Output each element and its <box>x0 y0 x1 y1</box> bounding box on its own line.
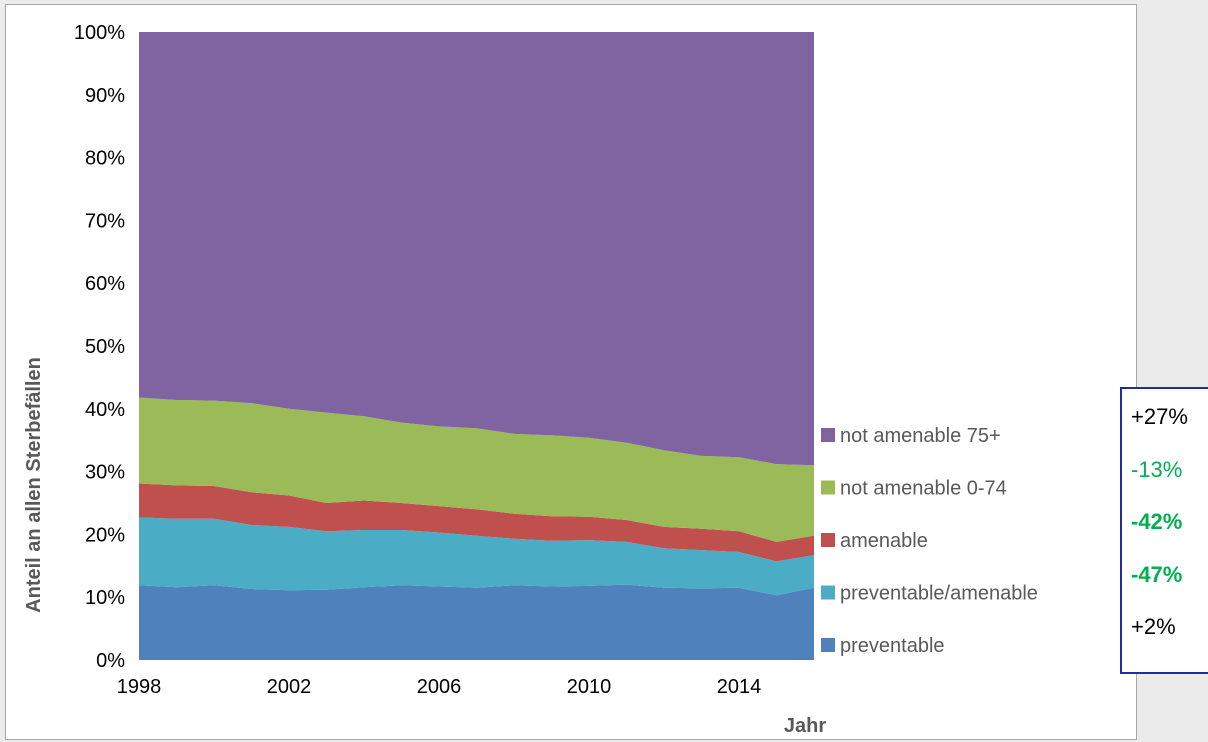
area-series-preventable <box>139 584 814 660</box>
legend-label: not amenable 0-74 <box>840 478 1007 500</box>
y-tick-label: 10% <box>85 587 125 609</box>
y-tick-label: 40% <box>85 399 125 421</box>
legend-swatch <box>821 428 835 442</box>
legend-swatch <box>821 480 835 495</box>
y-tick-label: 70% <box>85 210 125 232</box>
stacked-area-chart: 0% 10% 20% 30% 40% 50% 60% 70% 80% 90% 100% 1998 20… <box>23 22 1038 737</box>
area-series-not-amenable-75- <box>139 32 814 466</box>
x-tick-label: 2010 <box>567 676 612 698</box>
x-tick-label: 2006 <box>417 676 462 698</box>
y-tick-label: 90% <box>85 85 125 107</box>
y-tick-label: 80% <box>85 148 125 170</box>
area-series-amenable <box>139 483 814 562</box>
change-value: +27% <box>1131 404 1188 429</box>
change-value: +2% <box>1131 614 1176 639</box>
area-series-not-amenable-0-74 <box>139 397 814 542</box>
chart-panel: 0% 10% 20% 30% 40% 50% 60% 70% 80% 90% 100% 1998 20… <box>5 4 1137 740</box>
legend-label: not amenable 75+ <box>840 425 1001 447</box>
legend-label: preventable <box>840 635 945 657</box>
y-tick-label: 100% <box>74 22 125 44</box>
change-value: -13% <box>1131 456 1183 482</box>
area-series-preventable-amenable <box>139 517 814 596</box>
legend-swatch <box>821 585 835 600</box>
x-tick-label: 2002 <box>267 676 312 698</box>
y-axis-title: Anteil an allen Sterbefällen <box>23 357 45 613</box>
legend-swatch <box>821 533 835 547</box>
y-tick-label: 0% <box>96 650 125 672</box>
x-tick-label: 2014 <box>717 676 762 698</box>
y-tick-label: 60% <box>85 273 125 295</box>
y-tick-label: 50% <box>85 336 125 358</box>
legend-label: preventable/amenable <box>840 583 1038 605</box>
y-tick-label: 30% <box>85 462 125 484</box>
legend-label: amenable <box>840 530 928 552</box>
x-tick-label: 1998 <box>117 676 162 698</box>
change-value: -47% <box>1131 561 1183 587</box>
change-value: -42% <box>1131 509 1183 534</box>
legend-swatch <box>821 638 835 652</box>
y-tick-label: 20% <box>85 524 125 546</box>
change-summary-box: +27% -13% -42% -47% +2% <box>1120 387 1208 674</box>
x-axis-title: Jahr <box>784 715 826 737</box>
